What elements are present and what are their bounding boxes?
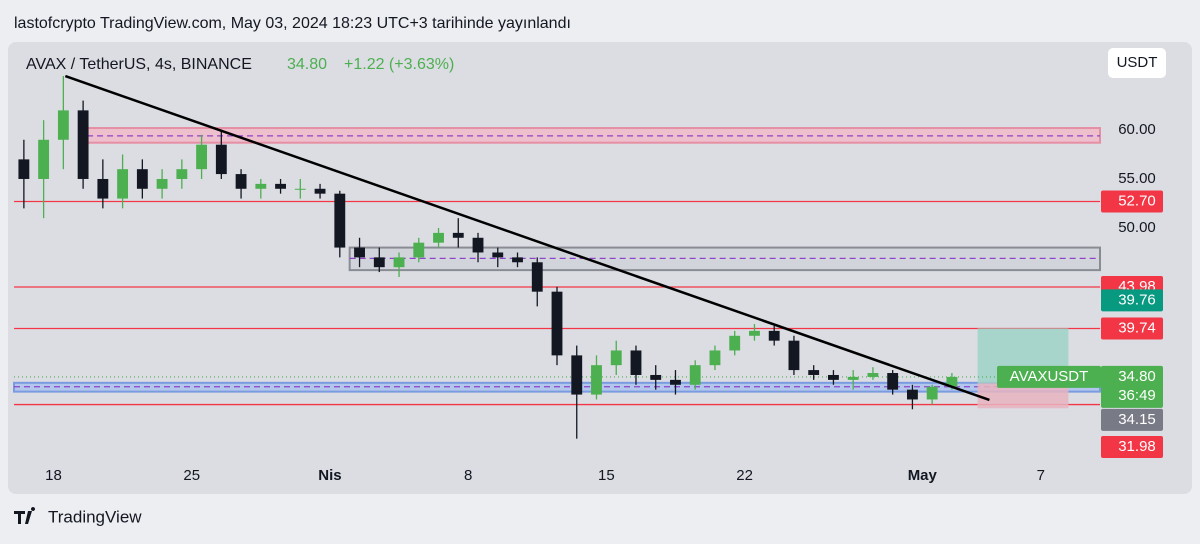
candle-body [749, 330, 760, 336]
candle-body [117, 169, 129, 199]
x-tick-label: 15 [598, 467, 615, 484]
level-label-box [1101, 190, 1163, 213]
target-label: 39.76 [1118, 291, 1156, 308]
candle-body [630, 350, 642, 375]
x-tick-label: 25 [183, 467, 200, 484]
currency-button[interactable] [1108, 48, 1166, 78]
candle-body [492, 252, 504, 258]
candle-body [709, 350, 721, 366]
candle-body [946, 376, 958, 387]
y-tick-label: 60.00 [1118, 121, 1156, 138]
level-label-box [1101, 436, 1163, 458]
candle-body [788, 340, 800, 371]
candle-body [808, 370, 820, 375]
last-price: 34.80 [1118, 368, 1156, 385]
x-tick-label: 22 [736, 467, 753, 484]
legend-price: 34.80 [287, 56, 327, 73]
candle-body [768, 330, 780, 341]
candle-body [196, 144, 208, 170]
candle-body [393, 257, 405, 268]
candle-body [452, 232, 464, 238]
candle-body [867, 373, 879, 377]
entry-label: 34.15 [1118, 411, 1156, 428]
level-label: 31.98 [1118, 438, 1156, 455]
candle-body [314, 188, 326, 194]
candle-body [689, 365, 701, 385]
trend-line [64, 74, 990, 402]
header-title: lastofcrypto TradingView.com, May 03, 20… [14, 15, 571, 32]
level-label-box [1101, 317, 1163, 340]
entry-label-box [1101, 408, 1163, 431]
legend-change: +1.22 (+3.63%) [344, 56, 454, 73]
brand: TradingView [48, 507, 142, 526]
currency: USDT [1117, 54, 1158, 71]
candle-body [512, 257, 523, 263]
candle-body [136, 169, 148, 189]
countdown: 36:49 [1118, 387, 1156, 404]
candle-body [354, 247, 365, 258]
x-tick-label: May [908, 467, 938, 484]
candle-body [77, 110, 89, 179]
candle-body [235, 174, 247, 189]
candle-body [847, 376, 859, 380]
candle-body [255, 183, 267, 189]
candle-body [176, 169, 188, 179]
candle-body [38, 139, 50, 179]
level-label: 39.74 [1118, 319, 1156, 336]
y-tick-label: 50.00 [1118, 219, 1156, 236]
candle-body [433, 232, 444, 243]
candle-body [729, 335, 741, 351]
candle-body [828, 374, 839, 380]
symbol-box [997, 365, 1101, 388]
candle-body [670, 379, 681, 385]
candle-body [551, 291, 563, 356]
candle-body [215, 144, 227, 175]
plot: 18 25 Nis 8 15 22 May 760.0055.0050.0052.7043.9… [13, 74, 1163, 484]
candle-body [334, 193, 346, 248]
target-label-box [1101, 289, 1163, 312]
candle-body [571, 355, 583, 395]
last-price-box [1101, 365, 1163, 408]
candle-body [591, 365, 602, 395]
candle-body [156, 178, 168, 189]
x-tick-label: 8 [464, 467, 472, 484]
symbol: AVAXUSDT [1010, 368, 1089, 385]
candle-body [413, 242, 425, 258]
candle-body [57, 110, 69, 140]
candle-body [926, 386, 938, 400]
level-label: 52.70 [1118, 192, 1156, 209]
candle-body [531, 262, 543, 292]
candle-body [472, 237, 484, 253]
candle-body [887, 373, 899, 390]
brand-logo [14, 507, 36, 524]
x-tick-label: Nis [318, 467, 341, 484]
x-tick-label: 18 [45, 467, 62, 484]
x-tick-label: 7 [1037, 467, 1045, 484]
y-tick-label: 55.00 [1118, 170, 1156, 187]
candle-body [18, 159, 30, 179]
candle-body [97, 178, 109, 199]
candle-body [906, 389, 918, 400]
candle-body [610, 350, 622, 366]
candle-body [650, 374, 662, 380]
candle-body [373, 257, 385, 268]
candle-body [275, 183, 286, 189]
candle-body [294, 188, 306, 190]
chart-title: AVAX / TetherUS, 4s, BINANCE [26, 56, 252, 73]
